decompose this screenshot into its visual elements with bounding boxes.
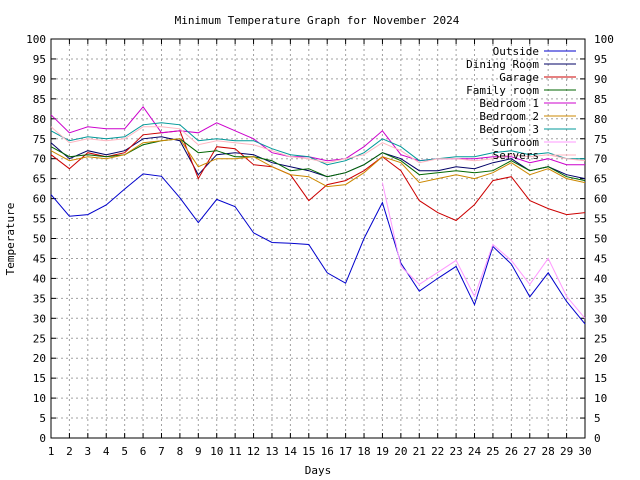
y-tick-label: 75 bbox=[33, 133, 46, 146]
y-tick-label-right: 90 bbox=[594, 73, 607, 86]
y-tick-label-right: 15 bbox=[594, 372, 607, 385]
legend-label-servers: Servers bbox=[493, 149, 539, 162]
x-tick-label: 21 bbox=[413, 445, 426, 458]
y-tick-label: 30 bbox=[33, 312, 46, 325]
x-tick-label: 7 bbox=[158, 445, 165, 458]
y-tick-label: 45 bbox=[33, 252, 46, 265]
x-tick-label: 25 bbox=[486, 445, 499, 458]
series-line-servers bbox=[50, 126, 586, 164]
x-tick-label: 24 bbox=[468, 445, 482, 458]
grid bbox=[51, 39, 585, 438]
y-tick-label-right: 65 bbox=[594, 173, 607, 186]
series-line-outside bbox=[50, 173, 586, 325]
y-tick-label: 10 bbox=[33, 392, 46, 405]
x-tick-label: 6 bbox=[140, 445, 147, 458]
y-tick-label-right: 75 bbox=[594, 133, 607, 146]
x-tick-label: 11 bbox=[229, 445, 242, 458]
legend-label-sunroom: Sunroom bbox=[493, 136, 540, 149]
y-tick-label: 15 bbox=[33, 372, 46, 385]
y-tick-label: 55 bbox=[33, 213, 46, 226]
y-tick-label: 35 bbox=[33, 292, 46, 305]
x-tick-label: 5 bbox=[121, 445, 128, 458]
legend-label-garage: Garage bbox=[499, 71, 539, 84]
y-tick-label-right: 45 bbox=[594, 252, 607, 265]
y-tick-label: 0 bbox=[39, 432, 46, 445]
y-tick-label-right: 60 bbox=[594, 193, 607, 206]
y-tick-label: 20 bbox=[33, 352, 46, 365]
x-tick-label: 29 bbox=[560, 445, 573, 458]
y-tick-label-right: 25 bbox=[594, 332, 607, 345]
x-tick-label: 3 bbox=[85, 445, 92, 458]
series-line-bedroom-1 bbox=[50, 105, 585, 166]
y-tick-label-right: 20 bbox=[594, 352, 607, 365]
series-line-garage bbox=[50, 130, 586, 222]
x-tick-label: 9 bbox=[195, 445, 202, 458]
x-tick-label: 27 bbox=[523, 445, 536, 458]
x-tick-label: 20 bbox=[394, 445, 407, 458]
x-tick-label: 18 bbox=[357, 445, 370, 458]
y-tick-label: 90 bbox=[33, 73, 46, 86]
y-tick-label-right: 30 bbox=[594, 312, 607, 325]
y-tick-label: 50 bbox=[33, 233, 46, 246]
y-tick-label-right: 80 bbox=[594, 113, 607, 126]
legend-label-bedroom-1: Bedroom 1 bbox=[479, 97, 539, 110]
y-axis-label: Temperature bbox=[4, 203, 17, 276]
y-tick-label-right: 55 bbox=[594, 213, 607, 226]
y-tick-label: 25 bbox=[33, 332, 46, 345]
x-tick-label: 15 bbox=[302, 445, 315, 458]
x-axis-label: Days bbox=[305, 464, 332, 477]
series-line-sunroom bbox=[381, 182, 586, 319]
legend-label-dining-room: Dining Room bbox=[466, 58, 539, 71]
y-tick-label: 95 bbox=[33, 53, 46, 66]
chart-title: Minimum Temperature Graph for November 2… bbox=[175, 14, 460, 27]
y-tick-label-right: 50 bbox=[594, 233, 607, 246]
x-tick-label: 12 bbox=[247, 445, 260, 458]
legend-label-bedroom-2: Bedroom 2 bbox=[479, 110, 539, 123]
legend-label-bedroom-3: Bedroom 3 bbox=[479, 123, 539, 136]
x-tick-label: 22 bbox=[431, 445, 444, 458]
y-tick-label: 5 bbox=[39, 412, 46, 425]
y-tick-label: 65 bbox=[33, 173, 46, 186]
x-tick-label: 23 bbox=[449, 445, 462, 458]
x-tick-label: 10 bbox=[210, 445, 223, 458]
x-tick-label: 2 bbox=[66, 445, 73, 458]
y-tick-label: 60 bbox=[33, 193, 46, 206]
y-tick-label: 100 bbox=[26, 33, 46, 46]
series-lines bbox=[50, 105, 586, 325]
series-line-family-room bbox=[50, 138, 586, 182]
y-tick-label: 80 bbox=[33, 113, 46, 126]
y-tick-label-right: 0 bbox=[594, 432, 601, 445]
series-line-dining-room bbox=[50, 136, 586, 180]
y-tick-label-right: 10 bbox=[594, 392, 607, 405]
x-tick-label: 16 bbox=[321, 445, 334, 458]
y-tick-label-right: 85 bbox=[594, 93, 607, 106]
x-tick-label: 1 bbox=[48, 445, 55, 458]
x-tick-label: 17 bbox=[339, 445, 352, 458]
y-tick-label: 70 bbox=[33, 153, 46, 166]
y-tick-label-right: 5 bbox=[594, 412, 601, 425]
y-tick-label-right: 40 bbox=[594, 272, 607, 285]
x-tick-label: 26 bbox=[505, 445, 518, 458]
y-tick-label: 40 bbox=[33, 272, 46, 285]
x-tick-label: 28 bbox=[542, 445, 555, 458]
x-tick-label: 8 bbox=[177, 445, 184, 458]
legend-label-outside: Outside bbox=[493, 45, 539, 58]
legend-label-family-room: Family room bbox=[466, 84, 539, 97]
series-line-bedroom-2 bbox=[50, 138, 586, 188]
x-tick-label: 30 bbox=[578, 445, 591, 458]
y-tick-label-right: 95 bbox=[594, 53, 607, 66]
y-tick-label-right: 70 bbox=[594, 153, 607, 166]
x-tick-label: 4 bbox=[103, 445, 110, 458]
x-tick-label: 19 bbox=[376, 445, 389, 458]
y-tick-label-right: 35 bbox=[594, 292, 607, 305]
x-tick-label: 13 bbox=[265, 445, 278, 458]
x-tick-label: 14 bbox=[284, 445, 298, 458]
y-tick-label: 85 bbox=[33, 93, 46, 106]
y-tick-label-right: 100 bbox=[594, 33, 614, 46]
